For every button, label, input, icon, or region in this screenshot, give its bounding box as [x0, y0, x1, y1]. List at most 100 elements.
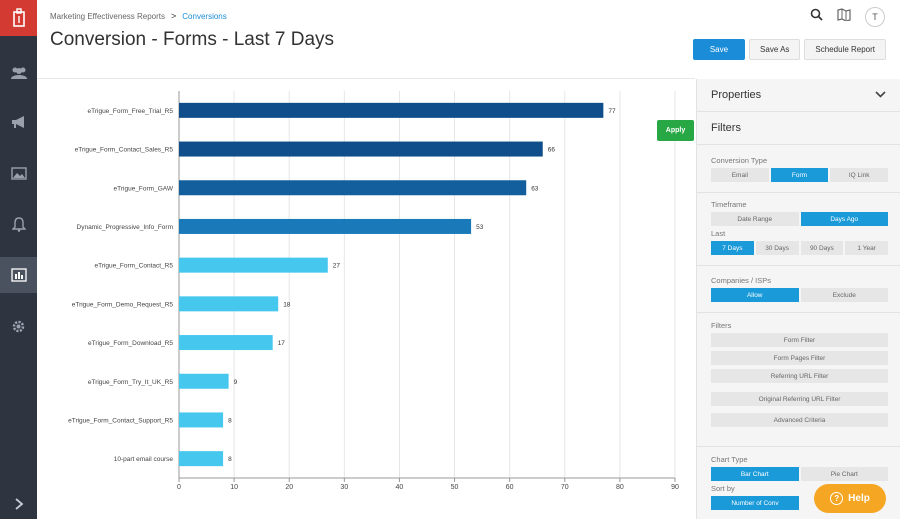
properties-header[interactable]: Properties	[697, 79, 900, 112]
search-icon[interactable]	[810, 8, 823, 26]
x-tick-label: 80	[616, 484, 624, 491]
x-tick-label: 10	[230, 484, 238, 491]
avatar[interactable]: T	[865, 7, 885, 27]
section-divider	[697, 265, 900, 266]
category-label: eTrigue_Form_Free_Trial_R5	[88, 108, 174, 115]
section-divider	[697, 192, 900, 193]
category-label: eTrigue_Form_Contact_Sales_R5	[75, 147, 174, 154]
filters-section: Filters Form Filter Form Pages Filter Re…	[711, 321, 888, 431]
bar	[179, 451, 224, 467]
bar	[179, 257, 328, 273]
bell-icon[interactable]	[0, 206, 37, 242]
original-referring-url-filter-button[interactable]: Original Referring URL Filter	[711, 392, 888, 406]
top-toolbar: T	[810, 7, 885, 27]
logo-icon[interactable]	[0, 0, 37, 36]
category-label: eTrigue_Form_GAW	[114, 185, 174, 192]
sort-by-label: Sort by	[711, 484, 735, 493]
conversion-type-iq-link[interactable]: IQ Link	[830, 168, 889, 182]
companies-exclude[interactable]: Exclude	[800, 288, 888, 302]
companies-label: Companies / ISPs	[711, 276, 772, 285]
category-label: eTrigue_Form_Contact_Support_R5	[68, 417, 173, 424]
chart-type-toggle: Bar Chart Pie Chart	[711, 467, 888, 481]
header-divider	[37, 78, 695, 79]
data-label: 8	[228, 417, 232, 424]
conversion-type-email[interactable]: Email	[711, 168, 769, 182]
help-label: Help	[848, 493, 870, 504]
save-as-button[interactable]: Save As	[749, 39, 801, 60]
category-label: eTrigue_Form_Demo_Request_R5	[72, 301, 174, 308]
data-label: 53	[476, 224, 484, 231]
data-label: 8	[228, 456, 232, 463]
properties-panel: Properties Filters Conversion Type Email…	[696, 79, 900, 519]
breadcrumb: Marketing Effectiveness Reports > Conver…	[50, 11, 227, 21]
category-label: 10-part email course	[114, 456, 174, 463]
apply-button[interactable]: Apply	[657, 120, 694, 141]
help-icon: ?	[830, 492, 844, 505]
bar-chart: 0 10 20 30 40 50 60 70 80 90 eTrigue_Form_Free_Tri…	[68, 91, 679, 491]
category-label: Dynamic_Progressive_Info_Form	[77, 224, 173, 231]
advanced-criteria-button[interactable]: Advanced Criteria	[711, 413, 888, 427]
properties-title: Properties	[711, 89, 762, 101]
bar	[179, 218, 472, 234]
sort-by-number-of-conv[interactable]: Number of Conv	[711, 496, 799, 510]
bar-chart-icon[interactable]	[0, 257, 37, 293]
data-label: 9	[234, 379, 238, 386]
help-button[interactable]: ? Help	[814, 484, 886, 513]
schedule-report-button[interactable]: Schedule Report	[804, 39, 886, 60]
left-nav	[0, 0, 37, 519]
page-title: Conversion - Forms - Last 7 Days	[50, 29, 335, 50]
data-label: 18	[283, 301, 291, 308]
map-icon[interactable]	[837, 8, 851, 26]
referring-url-filter-button[interactable]: Referring URL Filter	[711, 369, 888, 383]
conversion-type-form[interactable]: Form	[770, 168, 829, 182]
filters-label: Filters	[711, 321, 732, 330]
filters-title: Filters	[711, 122, 741, 134]
filters-header: Filters	[697, 112, 900, 145]
gear-icon[interactable]	[0, 308, 37, 344]
form-filter-button[interactable]: Form Filter	[711, 333, 888, 347]
timeframe-section: Timeframe Date Range Days Ago Last 7 Day…	[711, 200, 888, 255]
breadcrumb-parent[interactable]: Marketing Effectiveness Reports	[50, 11, 166, 21]
chevron-down-icon[interactable]	[875, 89, 886, 101]
data-label: 63	[531, 185, 539, 192]
chart-type-label: Chart Type	[711, 455, 748, 464]
category-label: eTrigue_Form_Try_It_UK_R5	[88, 379, 174, 386]
x-tick-label: 0	[177, 484, 181, 491]
companies-allow[interactable]: Allow	[711, 288, 799, 302]
timeframe-label: Timeframe	[711, 200, 747, 209]
last-30-days[interactable]: 30 Days	[755, 241, 799, 255]
people-icon[interactable]	[0, 55, 37, 91]
conversion-type-toggle: Email Form IQ Link	[711, 168, 889, 182]
chart-type-section: Chart Type Bar Chart Pie Chart Sort by N…	[711, 455, 888, 510]
bar	[179, 373, 229, 389]
image-icon[interactable]	[0, 155, 37, 191]
last-label: Last	[711, 229, 726, 238]
chart-type-bar[interactable]: Bar Chart	[711, 467, 799, 481]
x-tick-label: 70	[561, 484, 569, 491]
bar	[179, 296, 279, 312]
save-button[interactable]: Save	[692, 39, 746, 60]
form-pages-filter-button[interactable]: Form Pages Filter	[711, 351, 888, 365]
chart-type-pie[interactable]: Pie Chart	[800, 467, 888, 481]
megaphone-icon[interactable]	[0, 104, 37, 140]
last-90-days[interactable]: 90 Days	[800, 241, 844, 255]
bar	[179, 180, 527, 196]
last-1-year[interactable]: 1 Year	[845, 241, 888, 255]
data-label: 77	[608, 108, 616, 115]
last-7-days[interactable]: 7 Days	[711, 241, 754, 255]
chevron-right-icon[interactable]	[0, 486, 37, 519]
timeframe-date-range[interactable]: Date Range	[711, 212, 799, 226]
bar	[179, 102, 604, 118]
x-tick-label: 50	[451, 484, 459, 491]
section-divider	[697, 446, 900, 447]
companies-section: Companies / ISPs Allow Exclude	[711, 276, 888, 302]
bar	[179, 335, 273, 351]
category-label: eTrigue_Form_Contact_R5	[94, 263, 173, 270]
conversion-type-label: Conversion Type	[711, 156, 768, 165]
data-label: 17	[278, 340, 286, 347]
x-tick-label: 40	[396, 484, 404, 491]
timeframe-days-ago[interactable]: Days Ago	[800, 212, 888, 226]
breadcrumb-current[interactable]: Conversions	[182, 11, 227, 21]
bar	[179, 141, 543, 157]
